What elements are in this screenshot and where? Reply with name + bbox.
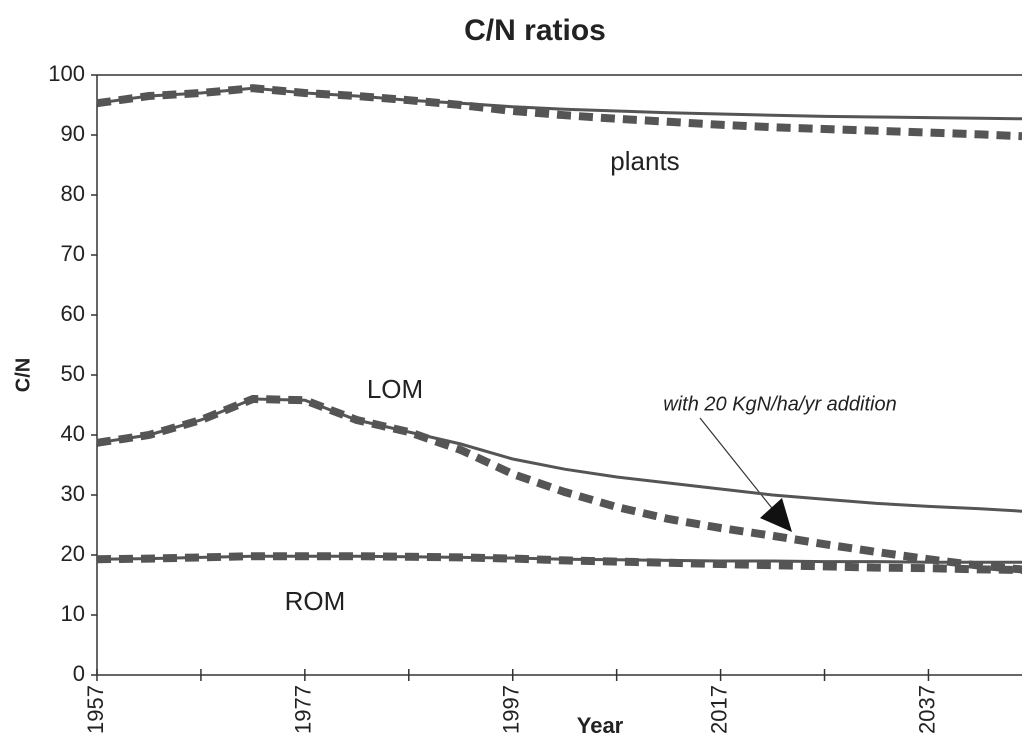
- y-tick-label: 90: [61, 121, 85, 146]
- dashed-line: [96, 552, 1022, 574]
- y-tick-label: 100: [48, 61, 85, 86]
- y-tick-label: 30: [61, 481, 85, 506]
- annotation: LOM: [367, 374, 423, 404]
- x-tick-label: 1997: [499, 685, 524, 734]
- annotation: plants: [610, 146, 679, 176]
- annotation: ROM: [285, 586, 346, 616]
- dashed-line: [96, 84, 1022, 141]
- y-axis-label: C/N: [12, 358, 34, 392]
- annotation: with 20 KgN/ha/yr addition: [663, 393, 896, 415]
- x-axis-label: Year: [577, 713, 624, 738]
- y-tick-label: 20: [61, 541, 85, 566]
- y-tick-label: 70: [61, 241, 85, 266]
- dashed-line: [96, 394, 1022, 574]
- y-tick-label: 60: [61, 301, 85, 326]
- y-tick-label: 10: [61, 601, 85, 626]
- y-tick-label: 0: [73, 661, 85, 686]
- x-tick-label: 1957: [83, 685, 108, 734]
- x-tick-label: 2037: [914, 685, 939, 734]
- arrow-head: [760, 498, 792, 532]
- x-tick-label: 1977: [291, 685, 316, 734]
- x-tick-label: 2017: [706, 685, 731, 734]
- y-tick-label: 50: [61, 361, 85, 386]
- chart-title: C/N ratios: [464, 14, 606, 47]
- y-tick-label: 40: [61, 421, 85, 446]
- arrow-shaft: [699, 417, 776, 513]
- y-tick-label: 80: [61, 181, 85, 206]
